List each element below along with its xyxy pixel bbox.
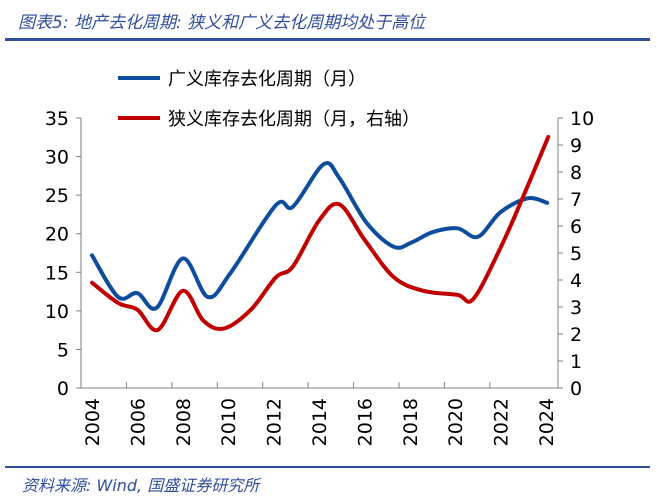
footer-divider	[5, 466, 650, 468]
right-tick-label: 5	[570, 243, 582, 265]
x-tick-label: 2008	[173, 398, 195, 446]
x-tick-label: 2022	[491, 398, 513, 446]
right-tick-label: 0	[570, 378, 582, 400]
right-tick-label: 6	[570, 216, 582, 238]
left-tick-label: 10	[45, 301, 69, 323]
right-tick-label: 10	[570, 108, 594, 130]
source-note: 资料来源: Wind, 国盛证券研究所	[22, 476, 260, 495]
right-tick-label: 9	[570, 135, 582, 157]
legend-label-broad: 广义库存去化周期（月）	[168, 69, 366, 90]
x-tick-label: 2014	[309, 398, 331, 446]
chart-title: 图表5: 地产去化周期: 狭义和广义去化周期均处于高位	[18, 13, 426, 33]
x-tick-label: 2006	[127, 398, 149, 446]
right-tick-label: 1	[570, 351, 582, 373]
right-tick-label: 4	[570, 270, 582, 292]
broad-series-line	[90, 161, 550, 311]
x-tick-label: 2012	[264, 398, 286, 446]
legend-label-narrow: 狭义库存去化周期（月，右轴）	[168, 109, 420, 130]
x-tick-label: 2018	[400, 398, 422, 446]
x-tick-label: 2024	[536, 398, 558, 446]
left-tick-label: 0	[57, 378, 69, 400]
right-tick-label: 7	[570, 189, 582, 211]
left-tick-label: 35	[45, 108, 69, 130]
x-tick-label: 2020	[445, 398, 467, 446]
right-tick-label: 2	[570, 324, 582, 346]
left-tick-label: 5	[57, 339, 69, 361]
x-tick-label: 2004	[82, 398, 104, 446]
right-tick-label: 3	[570, 297, 582, 319]
right-tick-label: 8	[570, 162, 582, 184]
narrow-series-line	[90, 134, 551, 333]
left-tick-label: 15	[45, 262, 69, 284]
left-tick-label: 25	[45, 185, 69, 207]
left-tick-label: 20	[45, 224, 69, 246]
x-tick-label: 2010	[218, 398, 240, 446]
header-divider	[5, 38, 650, 41]
left-tick-label: 30	[45, 147, 69, 169]
x-tick-label: 2016	[354, 398, 376, 446]
